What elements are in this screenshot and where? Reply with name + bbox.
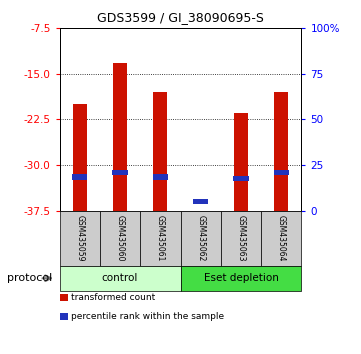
Text: control: control — [102, 273, 138, 283]
Text: GSM435064: GSM435064 — [277, 215, 286, 261]
Text: protocol: protocol — [7, 273, 52, 283]
Text: percentile rank within the sample: percentile rank within the sample — [71, 312, 224, 321]
Text: GSM435061: GSM435061 — [156, 215, 165, 261]
Bar — [233, 176, 249, 181]
Text: transformed count: transformed count — [71, 293, 155, 302]
Bar — [112, 170, 128, 175]
Bar — [193, 199, 208, 204]
Bar — [274, 92, 288, 211]
Bar — [73, 104, 87, 211]
Bar — [274, 170, 289, 175]
Bar — [113, 63, 127, 211]
Text: GSM435060: GSM435060 — [116, 215, 125, 261]
Text: GDS3599 / GI_38090695-S: GDS3599 / GI_38090695-S — [97, 11, 264, 24]
Text: GSM435059: GSM435059 — [75, 215, 84, 261]
Bar — [153, 92, 168, 211]
Text: GSM435063: GSM435063 — [236, 215, 245, 261]
Text: GSM435062: GSM435062 — [196, 215, 205, 261]
Bar — [153, 175, 168, 180]
Bar — [234, 113, 248, 211]
Text: Eset depletion: Eset depletion — [204, 273, 278, 283]
Bar — [72, 175, 87, 180]
